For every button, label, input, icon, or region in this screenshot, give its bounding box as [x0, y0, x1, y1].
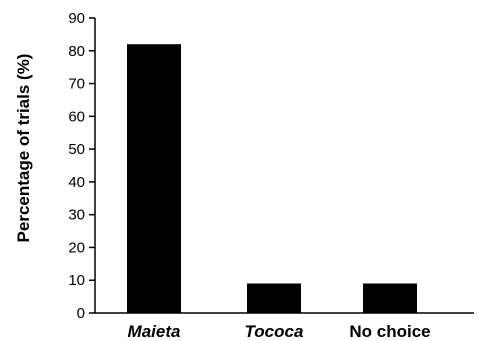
x-category-label: Tococa	[245, 322, 304, 341]
bar-tococa	[247, 283, 301, 313]
y-tick-label: 50	[68, 141, 85, 158]
y-tick-label: 40	[68, 174, 85, 191]
bars	[127, 44, 417, 313]
y-tick-label: 10	[68, 272, 85, 289]
y-axis-ticks: 0 10 20 30 40 50 60 70 80 90	[68, 10, 95, 322]
x-axis-category-labels: Maieta Tococa No choice	[128, 322, 431, 341]
y-tick-label: 0	[77, 305, 85, 322]
y-tick-label: 20	[68, 239, 85, 256]
y-tick-label: 60	[68, 108, 85, 125]
x-category-label: No choice	[349, 322, 430, 341]
y-tick-label: 90	[68, 10, 85, 27]
bar-no-choice	[363, 283, 417, 313]
y-tick-label: 70	[68, 76, 85, 93]
y-tick-label: 30	[68, 207, 85, 224]
y-axis-label: Percentage of trials (%)	[14, 54, 33, 243]
bar-maieta	[127, 44, 181, 313]
y-tick-label: 80	[68, 43, 85, 60]
x-category-label: Maieta	[128, 322, 181, 341]
